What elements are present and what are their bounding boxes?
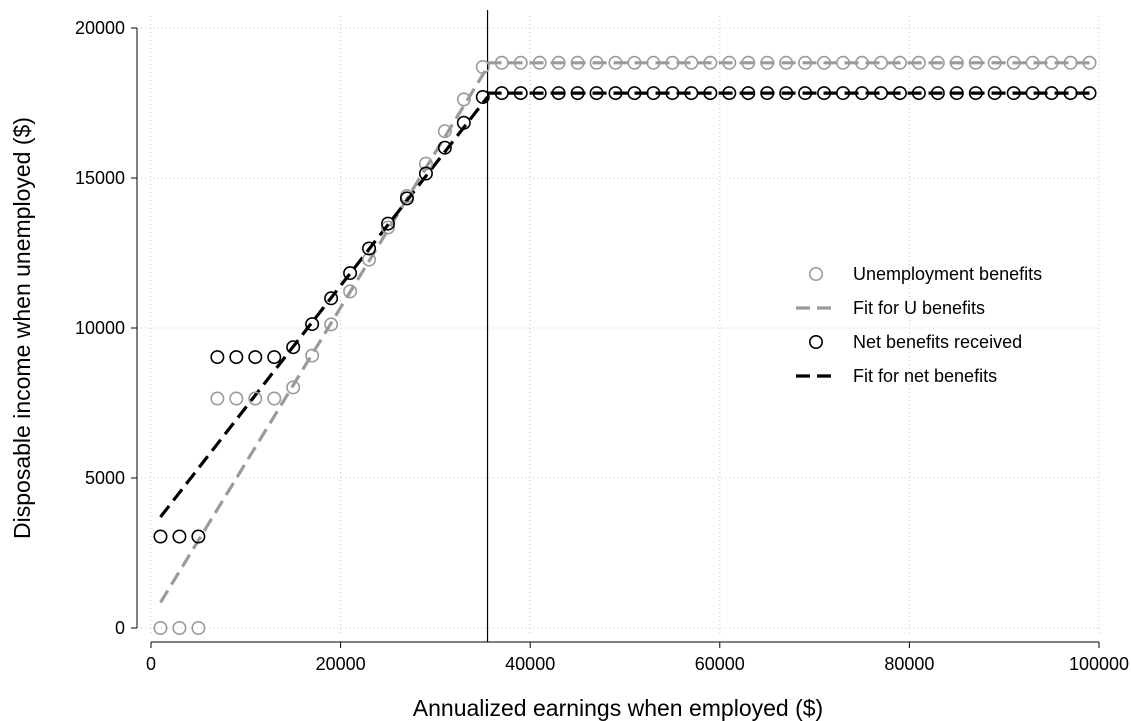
x-axis-title: Annualized earnings when employed ($) <box>413 695 823 721</box>
y-tick-label: 5000 <box>85 468 125 488</box>
y-tick-label: 0 <box>115 618 125 638</box>
x-tick-label: 40000 <box>505 654 555 674</box>
y-axis-title: Disposable income when unemployed ($) <box>9 117 35 539</box>
x-tick-label: 100000 <box>1069 654 1129 674</box>
x-tick-label: 80000 <box>884 654 934 674</box>
x-tick-label: 60000 <box>695 654 745 674</box>
x-tick-label: 20000 <box>316 654 366 674</box>
y-tick-label: 10000 <box>75 318 125 338</box>
legend-label: Fit for net benefits <box>853 366 997 386</box>
y-tick-label: 15000 <box>75 168 125 188</box>
legend-label: Unemployment benefits <box>853 264 1042 284</box>
x-tick-label: 0 <box>146 654 156 674</box>
legend-label: Net benefits received <box>853 332 1022 352</box>
legend-label: Fit for U benefits <box>853 298 985 318</box>
y-tick-label: 20000 <box>75 18 125 38</box>
